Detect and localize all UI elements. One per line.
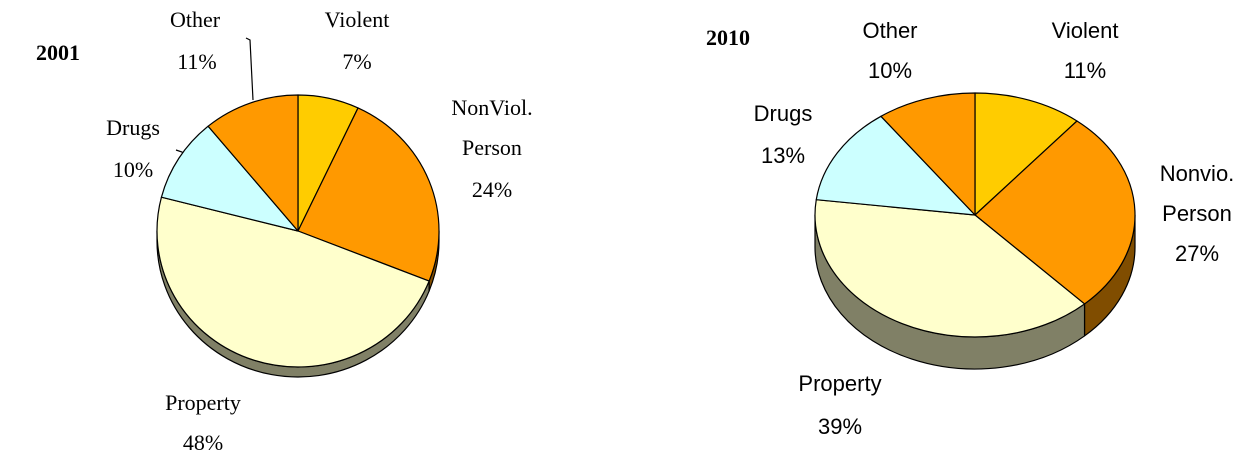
pie-2010: 2010 Violent 11% Nonvio. Person 27% Property 3…: [706, 18, 1234, 439]
value-label: 11%: [1064, 58, 1106, 83]
category-label: Drugs: [754, 101, 813, 126]
category-label: Property: [165, 390, 241, 415]
value-label: 13%: [761, 143, 805, 168]
leader-line: [245, 37, 254, 101]
value-label: 10%: [113, 157, 153, 182]
value-label: 7%: [342, 49, 371, 74]
slice: [815, 115, 976, 216]
category-label: Drugs: [106, 115, 160, 140]
slice: [297, 107, 440, 282]
category-label: NonViol. Person: [451, 95, 532, 160]
chart-title: 2001: [36, 40, 80, 65]
slice: [207, 94, 299, 232]
category-label: Nonvio. Person: [1160, 161, 1235, 226]
category-label: Other: [170, 7, 221, 32]
value-label: 39%: [818, 414, 862, 439]
pie-2001: 2001 Violent 7% NonViol. Person 24% Property 4…: [36, 7, 533, 455]
category-label: Violent: [1052, 18, 1119, 43]
slice: [156, 196, 430, 368]
slice: [880, 92, 976, 216]
value-label: 24%: [472, 177, 512, 202]
value-label: 48%: [183, 430, 223, 455]
value-label: 10%: [868, 58, 912, 83]
slice: [160, 125, 299, 232]
slice: [814, 199, 1086, 338]
value-label: 27%: [1175, 241, 1219, 266]
category-label: Other: [862, 18, 917, 43]
category-label: Property: [798, 371, 881, 396]
category-label: Violent: [325, 7, 390, 32]
slice: [974, 120, 1136, 305]
slice: [974, 92, 1078, 216]
value-label: 11%: [177, 49, 217, 74]
chart-title: 2010: [706, 25, 750, 50]
